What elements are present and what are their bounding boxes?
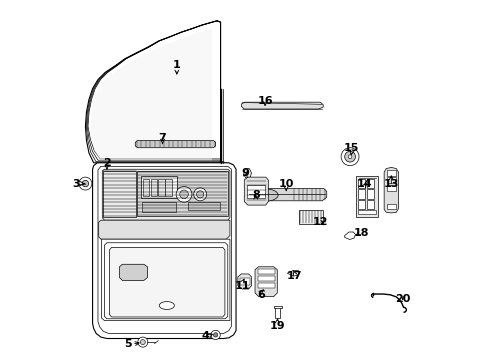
Text: 19: 19 xyxy=(270,321,285,331)
Circle shape xyxy=(348,155,352,158)
Text: 3: 3 xyxy=(72,179,79,189)
Text: 12: 12 xyxy=(313,217,328,227)
PathPatch shape xyxy=(238,274,251,289)
Bar xyxy=(141,176,177,198)
Bar xyxy=(240,278,250,285)
PathPatch shape xyxy=(135,140,216,148)
Bar xyxy=(143,179,149,196)
Text: 4: 4 xyxy=(201,331,210,341)
Text: 11: 11 xyxy=(234,281,250,291)
Text: 2: 2 xyxy=(103,158,111,168)
PathPatch shape xyxy=(98,220,230,239)
Circle shape xyxy=(140,339,146,345)
PathPatch shape xyxy=(384,167,398,213)
PathPatch shape xyxy=(85,21,220,163)
Text: 8: 8 xyxy=(252,190,260,200)
Bar xyxy=(387,177,396,183)
PathPatch shape xyxy=(102,169,230,220)
PathPatch shape xyxy=(93,163,236,338)
Ellipse shape xyxy=(251,189,278,201)
Bar xyxy=(356,176,378,217)
Circle shape xyxy=(180,190,188,199)
Bar xyxy=(358,189,366,199)
PathPatch shape xyxy=(287,270,299,276)
Text: 20: 20 xyxy=(395,294,411,304)
Circle shape xyxy=(211,330,220,339)
Text: 16: 16 xyxy=(257,96,273,106)
PathPatch shape xyxy=(242,102,323,109)
Text: 15: 15 xyxy=(344,143,360,153)
Bar xyxy=(166,179,172,196)
PathPatch shape xyxy=(248,189,327,201)
Bar xyxy=(358,200,366,210)
Bar xyxy=(387,170,396,176)
Circle shape xyxy=(194,188,207,201)
Bar xyxy=(158,179,165,196)
Circle shape xyxy=(214,333,218,337)
PathPatch shape xyxy=(120,264,147,280)
Bar xyxy=(387,185,396,191)
Circle shape xyxy=(341,148,359,166)
Bar xyxy=(258,269,275,274)
Bar xyxy=(367,179,374,188)
Text: 14: 14 xyxy=(356,179,372,189)
Circle shape xyxy=(138,337,148,347)
Circle shape xyxy=(196,191,204,198)
Bar xyxy=(151,179,157,196)
Bar xyxy=(274,306,282,309)
Text: 17: 17 xyxy=(287,271,302,281)
Bar xyxy=(387,204,396,209)
Circle shape xyxy=(82,180,89,187)
PathPatch shape xyxy=(101,239,230,320)
Text: 13: 13 xyxy=(384,179,399,189)
PathPatch shape xyxy=(344,232,355,239)
PathPatch shape xyxy=(255,267,277,297)
PathPatch shape xyxy=(245,177,269,205)
Bar xyxy=(367,200,374,210)
Bar xyxy=(275,307,280,318)
PathPatch shape xyxy=(109,247,225,317)
Text: 7: 7 xyxy=(159,133,167,143)
Bar xyxy=(299,210,323,224)
Circle shape xyxy=(79,177,92,190)
Bar xyxy=(188,202,220,211)
Ellipse shape xyxy=(159,302,174,310)
PathPatch shape xyxy=(137,171,228,216)
Bar xyxy=(258,276,275,281)
Bar xyxy=(358,211,376,214)
Circle shape xyxy=(176,186,192,202)
Text: 1: 1 xyxy=(173,60,181,70)
Bar xyxy=(142,202,176,212)
Bar xyxy=(258,283,275,288)
PathPatch shape xyxy=(244,168,251,178)
Text: 5: 5 xyxy=(124,339,132,349)
Bar xyxy=(247,185,266,198)
Text: 6: 6 xyxy=(257,291,265,301)
Text: 10: 10 xyxy=(278,179,294,189)
Bar xyxy=(358,179,366,188)
Bar xyxy=(367,189,374,199)
Text: 18: 18 xyxy=(354,228,369,238)
PathPatch shape xyxy=(91,29,212,160)
Text: 9: 9 xyxy=(242,168,249,178)
Circle shape xyxy=(344,151,355,162)
